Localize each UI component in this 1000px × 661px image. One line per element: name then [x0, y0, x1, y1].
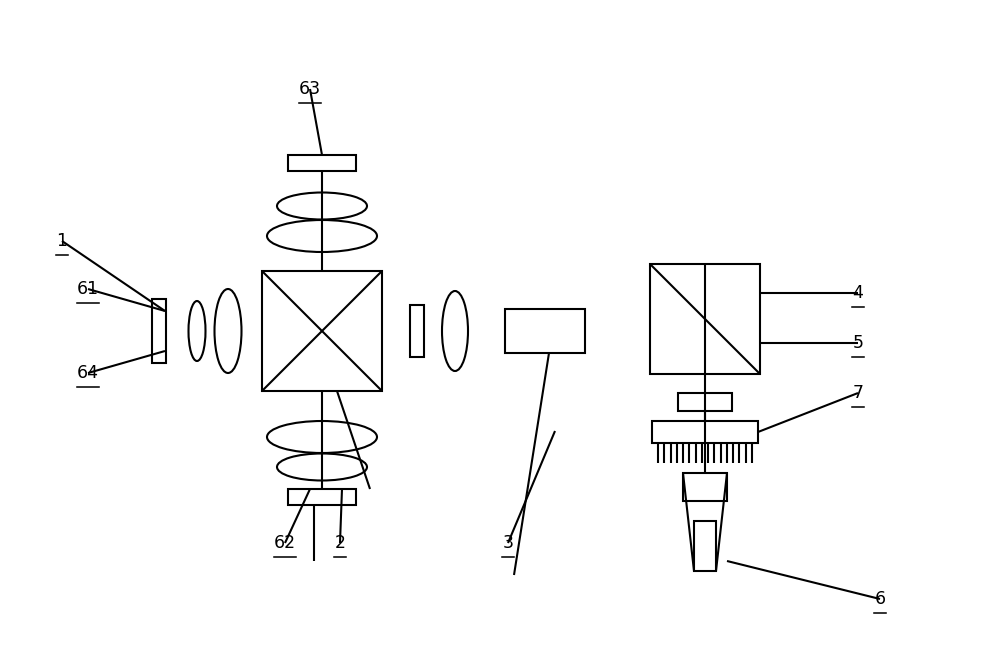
Text: 1: 1: [56, 232, 68, 250]
Text: 61: 61: [77, 280, 99, 298]
Text: 62: 62: [274, 534, 296, 552]
Text: 63: 63: [299, 80, 321, 98]
Bar: [683, 473, 727, 501]
Bar: [694, 521, 716, 571]
Text: 64: 64: [77, 364, 99, 382]
Text: 5: 5: [852, 334, 864, 352]
Bar: [650, 264, 760, 374]
Text: 7: 7: [852, 384, 864, 402]
Bar: [152, 299, 166, 363]
Text: 3: 3: [503, 534, 514, 552]
Bar: [288, 155, 356, 171]
Bar: [678, 393, 732, 411]
Bar: [652, 421, 758, 443]
Bar: [410, 305, 424, 357]
Bar: [288, 489, 356, 505]
Bar: [262, 271, 382, 391]
Text: 6: 6: [874, 590, 886, 608]
Text: 4: 4: [853, 284, 863, 302]
Text: 2: 2: [334, 534, 346, 552]
Bar: [505, 309, 585, 353]
